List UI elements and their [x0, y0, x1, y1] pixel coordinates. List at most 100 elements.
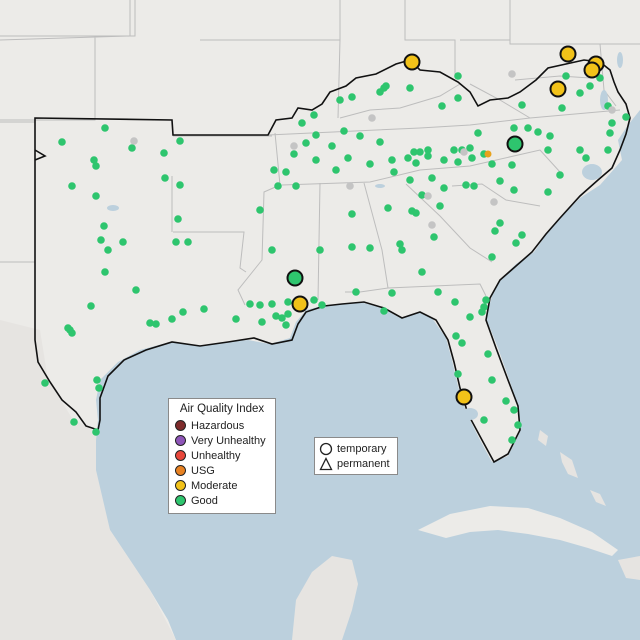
good-station-dot[interactable]: [544, 146, 552, 154]
good-station-dot[interactable]: [70, 418, 78, 426]
good-station-dot[interactable]: [576, 146, 584, 154]
good-station-dot[interactable]: [406, 84, 414, 92]
good-station-dot[interactable]: [174, 215, 182, 223]
no-data-station-dot[interactable]: [346, 182, 354, 190]
good-station-dot[interactable]: [101, 124, 109, 132]
good-station-dot[interactable]: [282, 168, 290, 176]
moderate-marker-la[interactable]: [291, 295, 309, 313]
good-station-dot[interactable]: [356, 132, 364, 140]
good-station-dot[interactable]: [348, 243, 356, 251]
good-station-dot[interactable]: [352, 288, 360, 296]
good-station-dot[interactable]: [348, 93, 356, 101]
no-data-station-dot[interactable]: [428, 221, 436, 229]
good-station-dot[interactable]: [512, 239, 520, 247]
good-station-dot[interactable]: [556, 171, 564, 179]
good-station-dot[interactable]: [462, 181, 470, 189]
good-station-dot[interactable]: [440, 156, 448, 164]
good-station-dot[interactable]: [41, 379, 49, 387]
good-station-dot[interactable]: [452, 332, 460, 340]
good-station-dot[interactable]: [434, 288, 442, 296]
good-station-dot[interactable]: [480, 416, 488, 424]
good-station-dot[interactable]: [458, 339, 466, 347]
good-station-dot[interactable]: [184, 238, 192, 246]
good-station-dot[interactable]: [176, 137, 184, 145]
good-station-dot[interactable]: [258, 318, 266, 326]
good-station-dot[interactable]: [396, 240, 404, 248]
good-station-dot[interactable]: [128, 144, 136, 152]
large-station-markers[interactable]: [286, 45, 605, 406]
good-station-dot[interactable]: [424, 152, 432, 160]
good-station-dot[interactable]: [502, 397, 510, 405]
no-data-station-dot[interactable]: [508, 70, 516, 78]
good-station-dot[interactable]: [382, 82, 390, 90]
good-station-dot[interactable]: [232, 315, 240, 323]
good-station-dot[interactable]: [510, 406, 518, 414]
good-station-dot[interactable]: [388, 156, 396, 164]
good-marker-nc[interactable]: [506, 135, 524, 153]
moderate-marker-pa-1[interactable]: [559, 45, 577, 63]
good-station-dot[interactable]: [518, 101, 526, 109]
good-station-dot[interactable]: [488, 376, 496, 384]
good-station-dot[interactable]: [90, 156, 98, 164]
good-station-dot[interactable]: [586, 82, 594, 90]
good-station-dot[interactable]: [302, 139, 310, 147]
good-station-dot[interactable]: [146, 319, 154, 327]
good-station-dot[interactable]: [268, 246, 276, 254]
good-station-dot[interactable]: [514, 421, 522, 429]
good-station-dot[interactable]: [366, 244, 374, 252]
good-station-dot[interactable]: [508, 436, 516, 444]
no-data-station-dot[interactable]: [424, 192, 432, 200]
good-station-dot[interactable]: [406, 176, 414, 184]
no-data-station-dot[interactable]: [368, 114, 376, 122]
good-station-dot[interactable]: [161, 174, 169, 182]
good-station-dot[interactable]: [491, 227, 499, 235]
good-station-dot[interactable]: [436, 202, 444, 210]
good-station-dot[interactable]: [316, 246, 324, 254]
good-station-dot[interactable]: [312, 131, 320, 139]
good-station-dot[interactable]: [622, 113, 630, 121]
good-station-dot[interactable]: [438, 102, 446, 110]
good-station-dot[interactable]: [384, 204, 392, 212]
good-station-dot[interactable]: [284, 310, 292, 318]
good-station-dot[interactable]: [290, 150, 298, 158]
good-station-dot[interactable]: [366, 160, 374, 168]
good-station-dot[interactable]: [310, 111, 318, 119]
good-station-dot[interactable]: [510, 124, 518, 132]
good-station-dot[interactable]: [119, 238, 127, 246]
good-station-dot[interactable]: [410, 148, 418, 156]
good-station-dot[interactable]: [468, 154, 476, 162]
good-station-dot[interactable]: [292, 182, 300, 190]
moderate-marker-fl[interactable]: [455, 388, 473, 406]
good-station-dot[interactable]: [58, 138, 66, 146]
good-station-dot[interactable]: [274, 182, 282, 190]
good-station-dot[interactable]: [328, 142, 336, 150]
good-station-dot[interactable]: [604, 146, 612, 154]
good-station-dot[interactable]: [100, 222, 108, 230]
good-station-dot[interactable]: [404, 154, 412, 162]
good-station-dot[interactable]: [332, 166, 340, 174]
good-station-dot[interactable]: [544, 188, 552, 196]
moderate-marker-ny[interactable]: [403, 53, 421, 71]
good-station-dot[interactable]: [518, 231, 526, 239]
good-marker-ms[interactable]: [286, 269, 304, 287]
good-station-dot[interactable]: [534, 128, 542, 136]
good-station-dot[interactable]: [176, 181, 184, 189]
good-station-dot[interactable]: [428, 174, 436, 182]
good-station-dot[interactable]: [92, 428, 100, 436]
good-station-dot[interactable]: [470, 182, 478, 190]
good-station-dot[interactable]: [562, 72, 570, 80]
no-data-station-dot[interactable]: [130, 137, 138, 145]
good-station-dot[interactable]: [312, 156, 320, 164]
no-data-station-dot[interactable]: [608, 106, 616, 114]
good-station-dot[interactable]: [87, 302, 95, 310]
good-station-dot[interactable]: [93, 376, 101, 384]
good-station-dot[interactable]: [478, 308, 486, 316]
good-station-dot[interactable]: [272, 312, 280, 320]
good-station-dot[interactable]: [92, 192, 100, 200]
good-station-dot[interactable]: [256, 206, 264, 214]
good-station-dot[interactable]: [380, 307, 388, 315]
good-station-dot[interactable]: [298, 119, 306, 127]
good-station-dot[interactable]: [418, 191, 426, 199]
good-station-dot[interactable]: [412, 209, 420, 217]
